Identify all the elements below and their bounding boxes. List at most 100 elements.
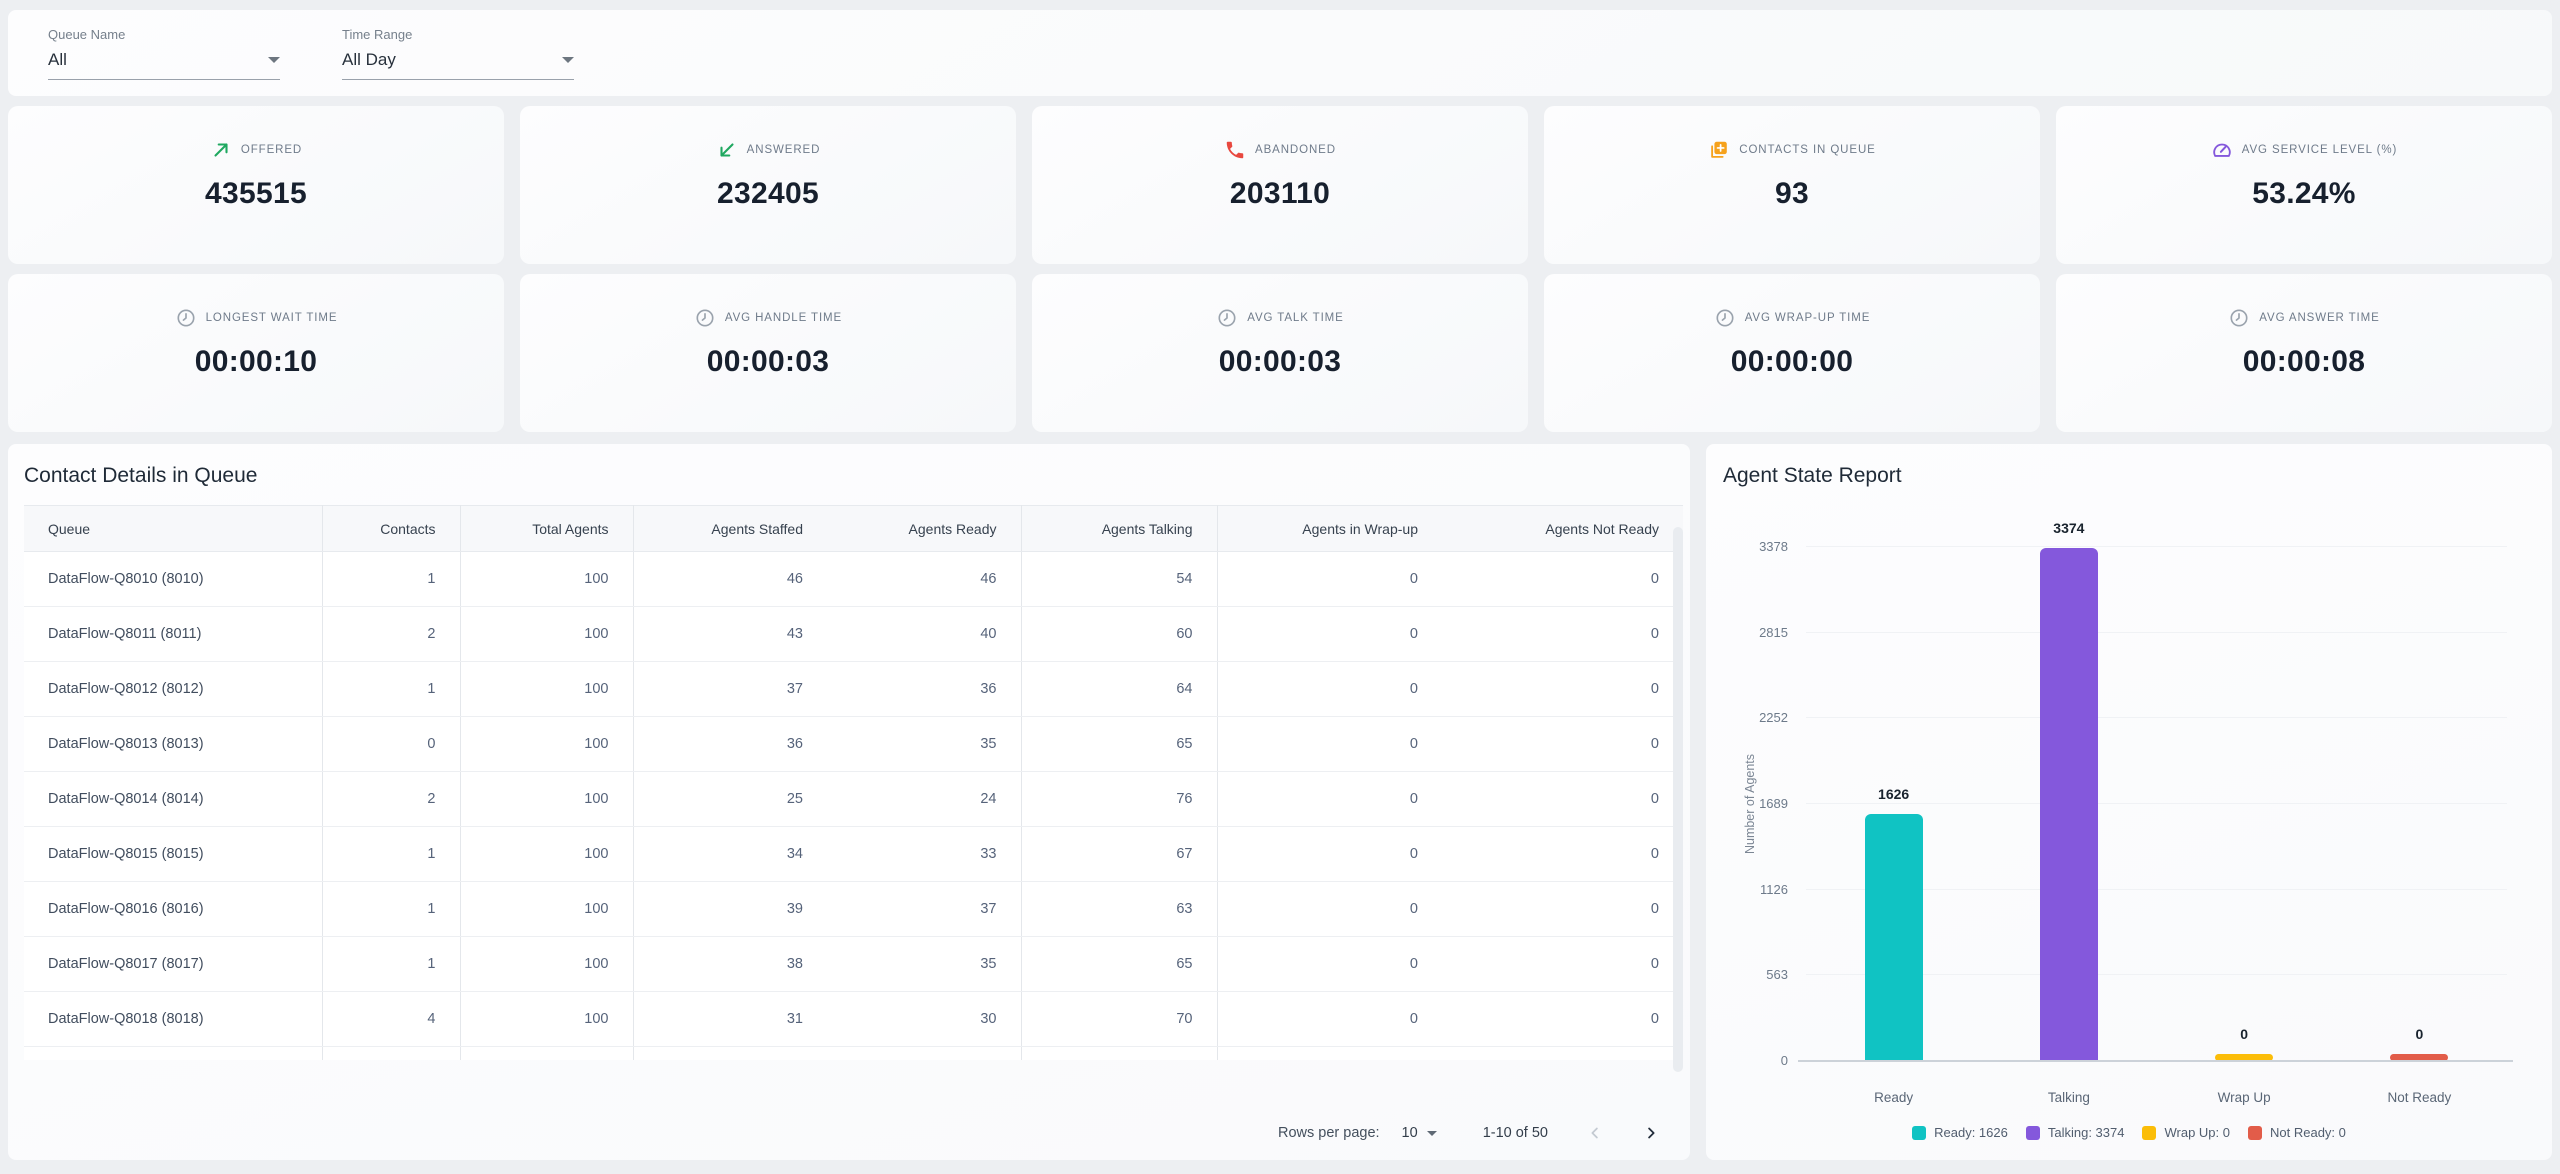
bar-wrap-up: [2215, 1054, 2274, 1061]
kpi-value: 93: [1775, 177, 1809, 210]
value-cell: 37: [633, 661, 827, 717]
kpi-value: 203110: [1229, 177, 1331, 210]
kpi-card-offered: OFFERED 435515: [8, 106, 504, 264]
contact-details-panel: Contact Details in Queue Queue Contacts …: [8, 444, 1690, 1160]
queue-cell: [24, 1046, 323, 1060]
y-axis-tick: 563: [1766, 967, 1788, 983]
previous-page-button[interactable]: [1586, 1124, 1604, 1142]
y-axis-tick: 1689: [1759, 796, 1788, 811]
value-cell: 60: [1021, 606, 1218, 662]
value-cell: [633, 1046, 827, 1060]
queue-cell: DataFlow-Q8016 (8016): [24, 881, 323, 937]
clock-icon: [1216, 307, 1238, 329]
time-range-value: All Day: [342, 49, 396, 69]
queue-add-icon: [1708, 139, 1730, 161]
table-row: DataFlow-Q8011 (8011) 2 100 43 40 60 0 0: [24, 606, 1683, 662]
main-content: Contact Details in Queue Queue Contacts …: [8, 444, 2552, 1160]
chart-plot: Number of Agents 0 563 1126 1689 2252 2815 337…: [1743, 520, 2513, 1105]
time-range-select[interactable]: Time Range All Day: [342, 27, 574, 80]
kpi-value: 00:00:08: [2242, 345, 2366, 378]
value-cell: 35: [827, 716, 1022, 772]
value-cell: 0: [1442, 771, 1683, 827]
chart-title: Agent State Report: [1723, 464, 1902, 487]
x-axis-label: Talking: [2047, 1090, 2090, 1105]
chart-bars: 1626 Ready 3374 Talking 0 Wrap Up 0 Not Ready: [1806, 520, 2507, 1105]
rows-per-page-select[interactable]: 10: [1402, 1125, 1437, 1141]
value-cell: 0: [1442, 716, 1683, 772]
column-header-contacts: Contacts: [322, 505, 461, 552]
value-cell: 100: [460, 661, 634, 717]
kpi-card-answered: ANSWERED 232405: [520, 106, 1016, 264]
queue-name-value: All: [48, 49, 67, 69]
value-cell: 0: [322, 716, 461, 772]
chart-legend: Ready: 1626 Talking: 3374 Wrap Up: 0 Not Re…: [1706, 1125, 2552, 1140]
kpi-value: 435515: [205, 177, 307, 210]
column-header-queue: Queue: [24, 505, 323, 552]
value-cell: 0: [1217, 661, 1442, 717]
value-cell: 24: [827, 771, 1022, 827]
rows-per-page-label: Rows per page:: [1277, 1125, 1380, 1141]
rows-per-page-value: 10: [1401, 1125, 1418, 1141]
kpi-label: OFFERED: [240, 144, 303, 156]
queue-name-label: Queue Name: [48, 26, 126, 42]
value-cell: 0: [1217, 881, 1442, 937]
value-cell: 100: [460, 551, 634, 607]
bar-value-label: 3374: [2053, 519, 2085, 536]
chart-slot: 0 Not Ready: [2332, 547, 2507, 1105]
kpi-card-avg-service-level: AVG SERVICE LEVEL (%) 53.24%: [2056, 106, 2552, 264]
value-cell: 70: [1021, 991, 1218, 1047]
chart-slot: 1626 Ready: [1806, 547, 1981, 1105]
pagination: Rows per page: 10 1-10 of 50: [1278, 1124, 1660, 1142]
gridline: [1806, 631, 2507, 633]
value-cell: 1: [322, 551, 461, 607]
value-cell: 64: [1021, 661, 1218, 717]
gridline: [1806, 803, 2507, 804]
chevron-down-icon: [268, 56, 280, 63]
legend-item: Ready: 1626: [1912, 1125, 2008, 1140]
value-cell: 100: [460, 716, 634, 772]
value-cell: 46: [633, 551, 827, 607]
kpi-value: 00:00:10: [194, 345, 318, 378]
arrow-down-left-icon: [716, 139, 738, 161]
column-header-agents-not-ready: Agents Not Ready: [1442, 505, 1683, 552]
kpi-label: AVG ANSWER TIME: [2259, 312, 2380, 324]
kpi-card-avg-handle-time: AVG HANDLE TIME 00:00:03: [520, 274, 1016, 432]
value-cell: 25: [633, 771, 827, 827]
queue-name-select[interactable]: Queue Name All: [48, 27, 280, 80]
table-row: DataFlow-Q8016 (8016) 1 100 39 37 63 0 0: [24, 881, 1683, 937]
x-axis-label: Wrap Up: [2217, 1090, 2271, 1105]
value-cell: 2: [322, 606, 461, 662]
phone-icon: [1224, 139, 1246, 161]
trend-up-arrow-icon: [210, 139, 232, 161]
value-cell: 1: [322, 881, 461, 937]
value-cell: 36: [633, 716, 827, 772]
value-cell: 39: [633, 881, 827, 937]
value-cell: 0: [1217, 936, 1442, 992]
table-scrollbar[interactable]: [1673, 527, 1683, 1072]
value-cell: [827, 1046, 1022, 1060]
chart-slot: 3374 Talking: [1981, 520, 2156, 1105]
value-cell: [1217, 1046, 1442, 1060]
bar-talking: [2039, 547, 2098, 1061]
chevron-down-icon: [562, 56, 574, 63]
next-page-button[interactable]: [1642, 1124, 1660, 1142]
kpi-label: CONTACTS IN QUEUE: [1739, 144, 1876, 156]
queue-cell: DataFlow-Q8010 (8010): [24, 551, 323, 607]
legend-item: Wrap Up: 0: [2142, 1125, 2230, 1140]
value-cell: 4: [322, 991, 461, 1047]
time-range-label: Time Range: [342, 26, 413, 42]
value-cell: 63: [1021, 881, 1218, 937]
bar-value-label: 1626: [1878, 785, 1910, 802]
value-cell: [322, 1046, 461, 1060]
kpi-value: 00:00:03: [1218, 345, 1342, 378]
value-cell: 43: [633, 606, 827, 662]
legend-swatch: [2142, 1125, 2157, 1140]
legend-swatch: [1912, 1125, 1927, 1140]
legend-label: Not Ready: 0: [2270, 1125, 2346, 1140]
y-axis-tick: 1126: [1760, 881, 1788, 897]
table-row: [24, 1046, 1683, 1060]
table-row: DataFlow-Q8018 (8018) 4 100 31 30 70 0 0: [24, 991, 1683, 1047]
chevron-down-icon: [1426, 1130, 1437, 1136]
value-cell: 34: [633, 826, 827, 882]
value-cell: 100: [460, 606, 634, 662]
